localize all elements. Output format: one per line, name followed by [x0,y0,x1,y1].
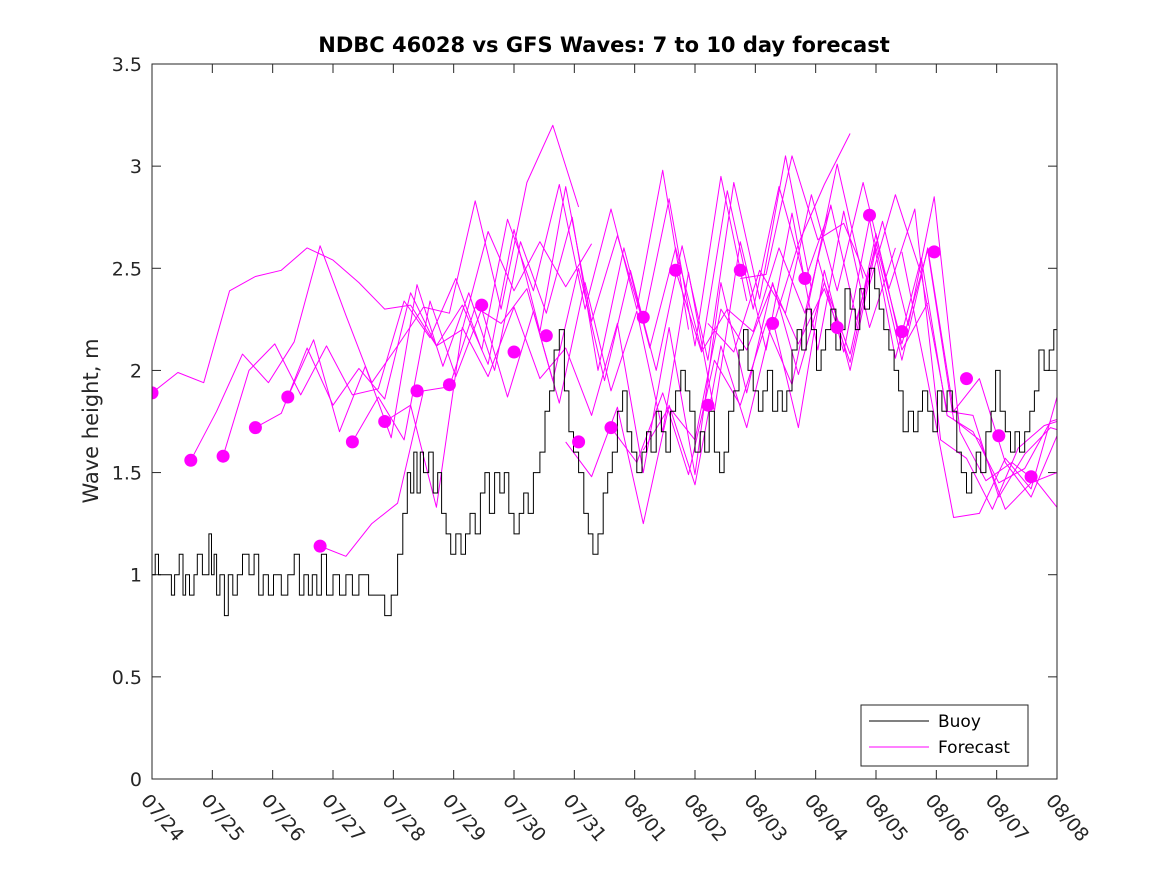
y-tick-label: 1.5 [112,463,142,485]
y-tick-label: 2.5 [112,258,142,280]
forecast-series-line [772,133,851,328]
series-layer [152,124,1057,617]
legend-box [860,704,1029,767]
y-axis-label: Wave height, m [79,338,103,503]
forecast-point [636,310,650,324]
forecast-point [313,539,327,553]
forecast-series-line [255,175,748,429]
legend-buoy-label: Buoy [938,712,981,732]
forecast-point [733,263,747,277]
legend: Buoy Forecast [860,704,1029,767]
forecast-series-line [740,155,1057,498]
buoy-series-line [152,267,1057,617]
forecast-point [960,372,973,386]
forecast-point [539,329,553,343]
y-tick-label: 0.5 [112,667,142,689]
forecast-series-line [901,251,1057,518]
chart-title: NDBC 46028 vs GFS Waves: 7 to 10 day for… [318,33,889,57]
legend-forecast-label: Forecast [938,738,1010,758]
y-tick-label: 3 [130,156,142,178]
forecast-series-line [287,186,832,439]
forecast-point [701,398,715,412]
forecast-point [830,321,844,334]
forecast-point [248,421,262,435]
forecast-point [410,384,424,398]
plot-frame [151,63,1058,780]
y-tick-label: 2 [130,360,142,382]
forecast-series-line [565,247,1057,525]
forecast-series-line [319,155,864,557]
forecast-series-line [610,218,1057,484]
forecast-point [927,245,941,259]
forecast-point [184,453,198,467]
y-axis: 0 0.5 1 1.5 2 2.5 3 3.5 [112,54,1057,791]
forecast-point [216,449,230,463]
forecast-point [1024,470,1038,484]
forecast-point [507,345,521,359]
forecast-series-line [707,182,1057,510]
forecast-series-line [190,124,580,461]
forecast-point [442,378,456,392]
forecast-point [475,298,489,312]
plot-area [152,64,1057,779]
forecast-point [378,415,392,428]
forecast-point [992,429,1006,443]
forecast-point [895,325,909,339]
y-tick-label: 0 [130,769,142,791]
forecast-series-line [152,231,593,394]
forecast-series-line [222,169,689,457]
forecast-point [863,208,876,222]
forecast-point [152,386,159,400]
forecast-point [345,435,359,449]
y-tick-label: 3.5 [112,54,142,76]
forecast-point [604,421,618,435]
forecast-point [281,390,295,404]
y-tick-label: 1 [130,565,142,587]
forecast-point [572,435,586,449]
forecast-point [798,272,812,285]
forecast-point [766,316,780,330]
forecast-point [669,263,683,277]
